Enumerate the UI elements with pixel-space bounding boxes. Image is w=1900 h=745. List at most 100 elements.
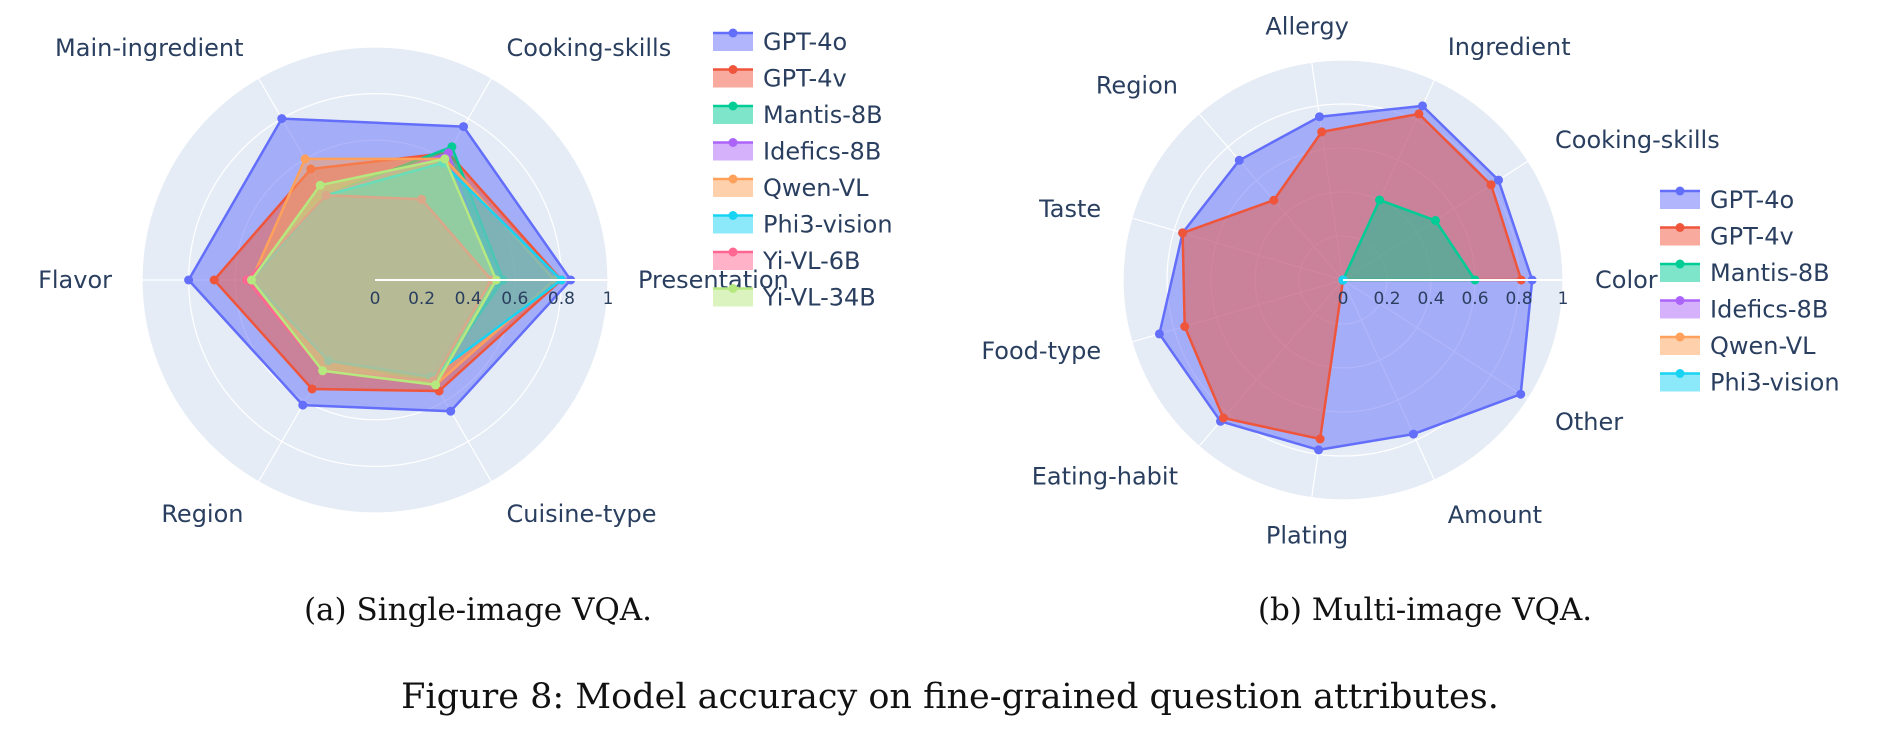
legend: GPT-4o GPT-4v Mantis-8B Idefics-8B Qwen-VL Ph… [1660,186,1840,397]
category-label-cooking-skills: Cooking-skills [507,34,672,62]
legend-item-idefics-8b[interactable]: Idefics-8B [1660,296,1828,324]
legend-item-yi-vl-6b[interactable]: Yi-VL-6B [713,247,861,275]
legend-label: Phi3-vision [763,211,893,239]
radial-tick-label: 0.6 [1461,289,1488,309]
radial-tick-label: 0.4 [1417,289,1444,309]
legend-marker [728,138,738,147]
category-label-eating-habit: Eating-habit [1032,462,1178,490]
data-point-gpt-4v-region [1269,195,1279,205]
legend-item-phi3-vision[interactable]: Phi3-vision [713,211,893,239]
category-label-food-type: Food-type [981,337,1101,365]
data-point-gpt-4o-cooking-skills [1494,175,1503,185]
legend-label: Mantis-8B [763,101,883,129]
legend-label: GPT-4v [763,65,847,93]
legend-label: Qwen-VL [1710,332,1816,360]
legend-label: Yi-VL-34B [762,284,876,312]
legend-item-gpt-4o[interactable]: GPT-4o [1660,186,1794,214]
data-point-gpt-4v-plating [1315,434,1325,444]
category-label-plating: Plating [1266,521,1348,549]
legend-marker [1675,186,1685,196]
legend-item-phi3-vision[interactable]: Phi3-vision [1660,369,1840,397]
legend-swatch [713,215,753,234]
data-point-mantis-8b-cooking-skills [1431,216,1440,225]
legend-swatch [1660,227,1700,246]
legend-marker [728,284,738,293]
radar-chart-multi-image: 0 0.2 0.4 0.6 0.8 1 Color Cooking-skills Ingredi… [981,13,1839,550]
legend-marker [1675,223,1685,232]
data-point-yi-vl-34b-region [318,366,328,376]
radial-tick-label: 0.2 [408,289,435,309]
category-label-other: Other [1555,408,1623,436]
data-point-gpt-4v-food-type [1180,322,1190,331]
legend-marker [728,28,738,38]
legend-swatch [713,33,753,51]
legend-marker [1675,296,1685,305]
category-label-flavor: Flavor [38,266,112,294]
series-yi-vl-34b [247,154,501,390]
data-point-gpt-4o-main-ingredient [277,114,287,124]
data-point-gpt-4o-cooking-skills [459,122,468,132]
legend-item-qwen-vl[interactable]: Qwen-VL [713,174,869,202]
legend-marker [728,247,738,257]
legend-item-gpt-4o[interactable]: GPT-4o [713,28,847,56]
category-label-cuisine-type: Cuisine-type [507,500,657,528]
data-point-gpt-4o-other [1516,389,1526,399]
radial-tick-label: 0 [370,289,381,309]
category-label-taste: Taste [1038,195,1101,223]
data-point-gpt-4o-ingredient [1418,101,1427,111]
legend-item-gpt-4v[interactable]: GPT-4v [1660,223,1794,251]
legend-marker [728,65,738,74]
legend-swatch [1660,373,1700,392]
category-label-allergy: Allergy [1265,13,1348,41]
legend-marker [1675,332,1685,342]
legend-item-qwen-vl[interactable]: Qwen-VL [1660,332,1816,360]
radial-tick-label: 1 [1558,289,1569,309]
legend-swatch [1660,337,1700,355]
caption-a: (a) Single-image VQA. [304,592,652,628]
radar-chart-single-image: 0 0.2 0.4 0.6 0.8 1PresentationCooking-skills… [38,28,893,528]
data-point-gpt-4o-amount [1408,429,1418,439]
data-point-yi-vl-34b-cooking-skills [440,154,450,164]
data-point-gpt-4v-allergy [1317,127,1327,137]
category-label-main-ingredient: Main-ingredient [55,34,243,62]
legend-marker [728,174,738,184]
legend-item-mantis-8b[interactable]: Mantis-8B [1660,259,1830,287]
data-point-mantis-8b-ingredient [1375,195,1385,205]
legend-label: Qwen-VL [763,174,869,202]
legend-marker [728,211,738,220]
legend-swatch [1660,264,1700,282]
category-label-region: Region [1096,72,1178,100]
legend-swatch [713,106,753,124]
legend-item-gpt-4v[interactable]: GPT-4v [713,65,847,93]
data-point-gpt-4v-taste [1178,228,1188,238]
data-point-gpt-4v-ingredient [1414,109,1424,119]
radial-tick-label: 0.8 [1505,289,1532,309]
legend-label: GPT-4o [763,28,847,56]
legend: GPT-4o GPT-4v Mantis-8B Idefics-8B Qwen-VL Ph… [713,28,893,312]
legend-swatch [713,179,753,197]
caption-b: (b) Multi-image VQA. [1258,592,1592,628]
legend-item-yi-vl-34b[interactable]: Yi-VL-34B [713,284,876,312]
legend-item-idefics-8b[interactable]: Idefics-8B [713,138,881,166]
data-point-gpt-4o-region [1234,155,1244,165]
radial-tick-label: 0 [1338,289,1349,309]
radial-tick-label: 0.6 [501,289,528,309]
data-point-gpt-4o-cuisine-type [446,406,456,416]
data-point-gpt-4o-region [298,400,308,410]
category-label-color: Color [1595,266,1658,294]
legend-marker [1675,259,1685,269]
data-point-yi-vl-34b-flavor [247,275,256,285]
data-point-gpt-4o-flavor [184,275,194,285]
data-point-gpt-4o-food-type [1154,329,1164,339]
radial-tick-label: 1 [603,289,614,309]
legend-swatch [713,288,753,307]
radial-tick-label: 0.4 [455,289,482,309]
data-point-qwen-vl-main-ingredient [300,154,310,164]
legend-swatch [713,252,753,270]
category-label-cooking-skills: Cooking-skills [1555,126,1720,154]
data-point-gpt-4v-cooking-skills [1486,180,1496,190]
category-label-amount: Amount [1448,501,1542,529]
data-point-yi-vl-34b-cuisine-type [431,380,441,390]
data-point-gpt-4v-region [307,384,317,394]
legend-item-mantis-8b[interactable]: Mantis-8B [713,101,883,129]
